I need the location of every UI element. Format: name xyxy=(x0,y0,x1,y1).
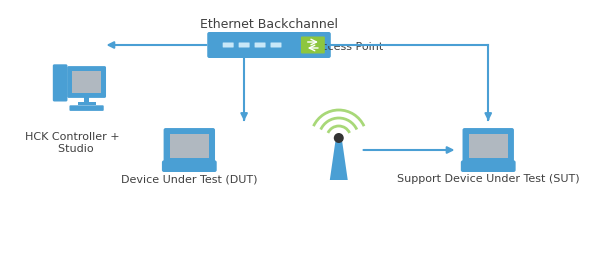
Bar xyxy=(170,134,209,158)
Text: Ethernet Backchannel: Ethernet Backchannel xyxy=(200,18,338,31)
FancyBboxPatch shape xyxy=(70,105,103,111)
Text: Support Device Under Test (SUT): Support Device Under Test (SUT) xyxy=(397,174,580,184)
FancyBboxPatch shape xyxy=(462,128,514,164)
FancyBboxPatch shape xyxy=(67,66,106,98)
FancyBboxPatch shape xyxy=(270,42,281,48)
Text: Access Point: Access Point xyxy=(314,42,384,52)
FancyBboxPatch shape xyxy=(53,64,67,102)
Bar xyxy=(84,96,89,102)
FancyBboxPatch shape xyxy=(255,42,266,48)
FancyBboxPatch shape xyxy=(461,160,515,172)
FancyBboxPatch shape xyxy=(163,128,215,164)
Text: HCK Controller +
  Studio: HCK Controller + Studio xyxy=(25,132,120,154)
FancyBboxPatch shape xyxy=(301,36,325,53)
Bar xyxy=(72,71,101,93)
FancyBboxPatch shape xyxy=(208,32,331,58)
FancyBboxPatch shape xyxy=(238,42,250,48)
Bar xyxy=(469,134,508,158)
Polygon shape xyxy=(330,142,348,180)
FancyBboxPatch shape xyxy=(223,42,234,48)
Text: Device Under Test (DUT): Device Under Test (DUT) xyxy=(121,174,258,184)
FancyBboxPatch shape xyxy=(162,160,217,172)
Bar xyxy=(77,102,96,104)
Circle shape xyxy=(334,133,344,143)
